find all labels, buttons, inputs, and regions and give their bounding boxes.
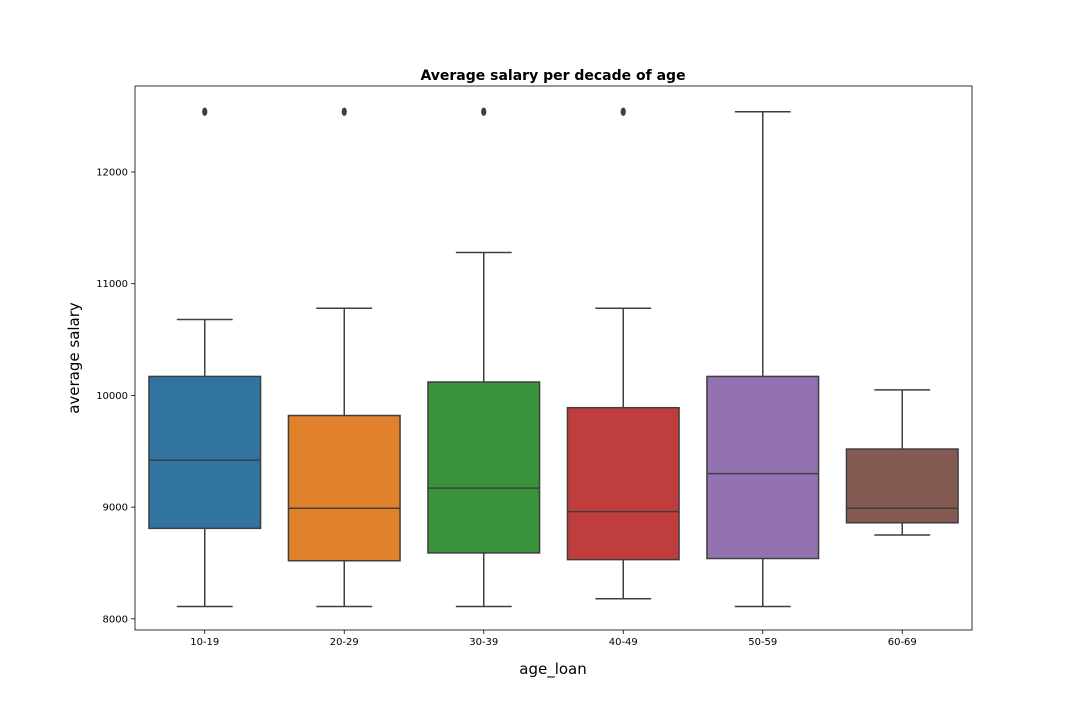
x-tick-label: 50-59 [748, 637, 777, 648]
outlier-point [620, 107, 626, 116]
chart-title: Average salary per decade of age [420, 68, 685, 84]
x-axis-label: age_loan [519, 660, 587, 679]
x-tick-label: 40-49 [609, 637, 638, 648]
box-20-29 [287, 107, 401, 608]
x-tick-label: 10-19 [190, 637, 219, 648]
box-50-59 [706, 110, 820, 608]
box-10-19 [148, 107, 262, 608]
y-axis: 8000 9000 10000 11000 12000 [96, 168, 135, 625]
box-body [706, 375, 820, 560]
outlier-point [202, 107, 208, 116]
y-tick-label: 8000 [103, 614, 128, 625]
y-tick-label: 11000 [96, 279, 128, 290]
plot-frame [134, 85, 973, 631]
box-60-69 [845, 389, 959, 536]
y-axis-label: average salary [65, 302, 83, 414]
box-body [148, 375, 262, 530]
y-tick-label: 10000 [96, 391, 128, 402]
x-tick-label: 30-39 [469, 637, 498, 648]
box-group [148, 107, 959, 608]
outlier-point [341, 107, 347, 116]
x-tick-label: 60-69 [888, 637, 917, 648]
box-40-49 [566, 107, 680, 600]
box-30-39 [427, 107, 541, 608]
box-body [287, 414, 401, 562]
box-body [566, 406, 680, 561]
box-body [427, 381, 541, 554]
x-axis: 10-19 20-29 30-39 40-49 50-59 60-69 [190, 630, 917, 648]
y-tick-label: 12000 [96, 168, 128, 179]
x-tick-label: 20-29 [330, 637, 359, 648]
box-body [845, 448, 959, 524]
y-tick-label: 9000 [103, 503, 128, 514]
outlier-point [481, 107, 487, 116]
